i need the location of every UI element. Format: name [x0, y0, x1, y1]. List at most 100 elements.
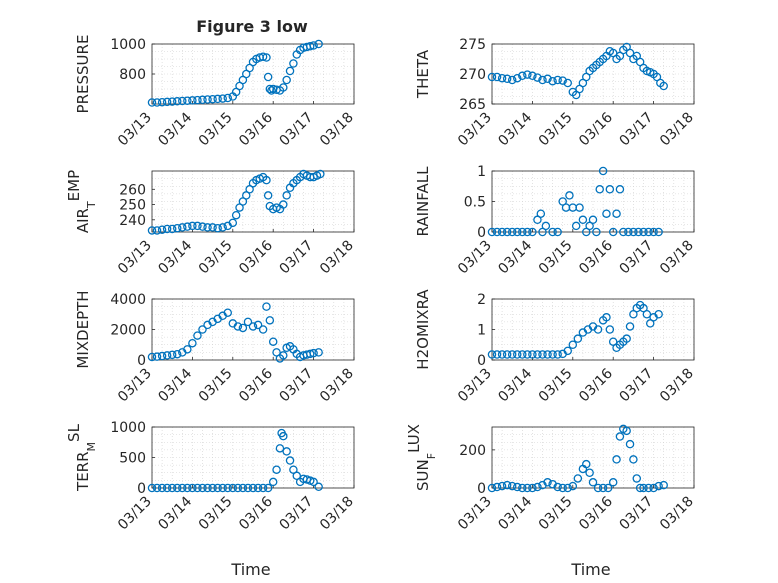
data-point: [553, 75, 562, 85]
x-tick-label: 03/16: [236, 109, 276, 149]
data-point: [268, 477, 278, 487]
x-tick-label: 03/18: [657, 366, 697, 406]
x-tick-label: 03/14: [495, 237, 535, 277]
data-point: [172, 223, 182, 233]
data-point: [487, 227, 497, 237]
data-point: [223, 483, 232, 493]
data-point: [518, 71, 527, 81]
x-tick-label: 03/17: [617, 110, 657, 150]
x-tick-label: 03/13: [455, 494, 495, 534]
data-point: [528, 483, 537, 493]
data-point: [598, 166, 608, 176]
y-tick-label: 0: [477, 225, 486, 241]
data-point: [563, 483, 573, 493]
data-point: [193, 483, 202, 493]
data-point: [492, 227, 502, 237]
data-point: [248, 322, 258, 331]
y-axis-label: MIXDEPTH: [74, 290, 92, 368]
data-point: [188, 221, 197, 231]
data-point: [152, 98, 162, 107]
data-point: [262, 302, 271, 311]
y-axis-label: RAINFALL: [414, 166, 432, 237]
data-point: [528, 350, 537, 359]
data-point: [573, 334, 583, 343]
data-point: [502, 350, 512, 359]
data-point: [507, 481, 517, 491]
data-point: [573, 474, 583, 483]
data-point: [213, 483, 222, 493]
data-point: [533, 350, 542, 359]
data-point: [582, 459, 591, 469]
data-point: [625, 322, 635, 331]
data-point: [497, 73, 507, 83]
data-point: [659, 81, 668, 91]
data-point: [541, 221, 551, 231]
data-point: [233, 483, 243, 493]
x-tick-label: 03/18: [657, 110, 697, 150]
x-tick-label: 03/15: [196, 366, 236, 406]
x-tick-label: 03/15: [196, 110, 236, 150]
data-point: [654, 227, 663, 237]
data-point: [152, 352, 162, 361]
data-point: [639, 483, 648, 493]
data-point: [487, 72, 497, 82]
data-point: [262, 175, 271, 185]
data-point: [518, 483, 527, 493]
data-point: [502, 227, 512, 237]
y-tick-label: 240: [119, 213, 146, 229]
data-point: [282, 191, 291, 200]
data-point: [523, 483, 532, 493]
data-point: [659, 480, 668, 490]
data-point: [213, 94, 222, 104]
x-tick-label: 03/14: [495, 365, 535, 405]
data-point: [243, 483, 253, 493]
data-point: [538, 75, 547, 85]
data-point: [238, 483, 248, 493]
data-point: [147, 98, 157, 107]
data-point: [588, 478, 598, 487]
data-point: [183, 483, 192, 493]
axes-box: [151, 170, 355, 233]
data-point: [243, 317, 253, 327]
data-point: [223, 93, 232, 103]
panel-h2omixra: 0 1 2 03/13 03/14 03/15 03/16 03/17 03/18 H2OMIXR…: [414, 289, 697, 406]
data-point: [305, 349, 315, 359]
data-point: [265, 316, 275, 325]
data-point: [188, 483, 197, 493]
data-point: [575, 203, 584, 212]
data-point: [208, 94, 217, 104]
x-tick-label: 03/17: [617, 494, 657, 534]
data-point: [649, 483, 658, 493]
x-tick-label: 03/18: [317, 238, 357, 278]
data-point: [502, 74, 512, 84]
data-point: [595, 185, 604, 194]
x-tick-label: 03/17: [277, 110, 317, 150]
data-point: [548, 227, 557, 237]
data-point: [203, 95, 212, 104]
data-point: [203, 483, 212, 493]
x-tick-label: 03/18: [657, 238, 697, 278]
data-point: [282, 447, 291, 456]
x-tick-label: 03/13: [115, 494, 155, 534]
data-point: [497, 350, 507, 359]
x-tick-label: 03/17: [617, 366, 657, 406]
x-tick-label: 03/13: [455, 238, 495, 278]
x-tick-label: 03/14: [495, 109, 535, 149]
data-point: [612, 455, 621, 464]
data-point: [568, 481, 578, 491]
x-tick-label: 03/17: [277, 238, 317, 278]
data-point: [193, 331, 202, 340]
data-point: [644, 227, 653, 237]
data-point: [543, 74, 552, 84]
data-point: [502, 480, 512, 490]
data-point: [608, 227, 618, 237]
data-point: [487, 483, 497, 493]
data-point: [147, 226, 157, 235]
x-tick-label: 03/13: [455, 366, 495, 406]
y-tick-label: 4000: [110, 292, 146, 308]
data-point: [563, 78, 573, 88]
data-point: [279, 83, 288, 92]
data-point: [585, 468, 594, 477]
data-point: [605, 185, 615, 194]
